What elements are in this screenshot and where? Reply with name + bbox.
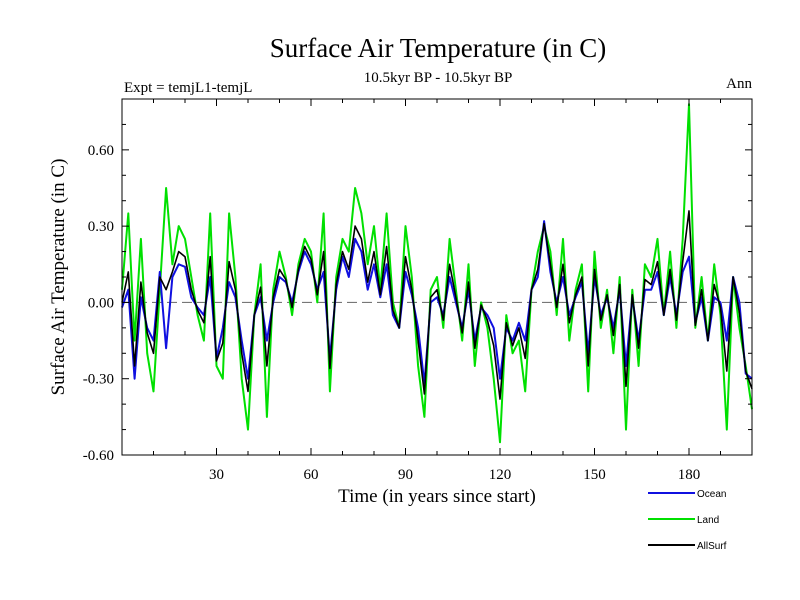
series-line-allsurf — [121, 210, 753, 400]
x-tick-labels: 30 60 90 120 150 180 — [209, 467, 700, 483]
y-tick-label: 0.60 — [88, 143, 114, 159]
legend-label-ocean: Ocean — [697, 489, 726, 500]
series-line-land — [121, 103, 753, 444]
y-tick-label: -0.60 — [83, 448, 114, 464]
x-tick-label: 90 — [398, 467, 413, 483]
x-axis-label: Time (in years since start) — [338, 486, 536, 507]
series-layer — [121, 103, 753, 444]
y-axis-label: Surface Air Temperature (in C) — [48, 159, 69, 396]
y-tick-label: -0.30 — [83, 372, 114, 388]
x-tick-label: 30 — [209, 467, 224, 483]
season-label: Ann — [726, 76, 752, 92]
x-tick-label: 180 — [678, 467, 701, 483]
y-tick-label: 0.00 — [88, 295, 114, 311]
legend-label-allsurf: AllSurf — [697, 541, 727, 552]
x-tick-label: 60 — [304, 467, 319, 483]
y-tick-labels: 0.60 0.30 0.00 -0.30 -0.60 — [83, 143, 114, 464]
legend: Ocean Land AllSurf — [648, 489, 727, 552]
chart-subtitle: 10.5kyr BP - 10.5kyr BP — [364, 70, 513, 86]
x-tick-label: 120 — [489, 467, 512, 483]
y-tick-label: 0.30 — [88, 219, 114, 235]
chart-title: Surface Air Temperature (in C) — [270, 33, 607, 63]
legend-label-land: Land — [697, 515, 719, 526]
x-tick-label: 150 — [583, 467, 606, 483]
experiment-label: Expt = temjL1-temjL — [124, 80, 252, 96]
ticks-layer — [122, 98, 752, 456]
